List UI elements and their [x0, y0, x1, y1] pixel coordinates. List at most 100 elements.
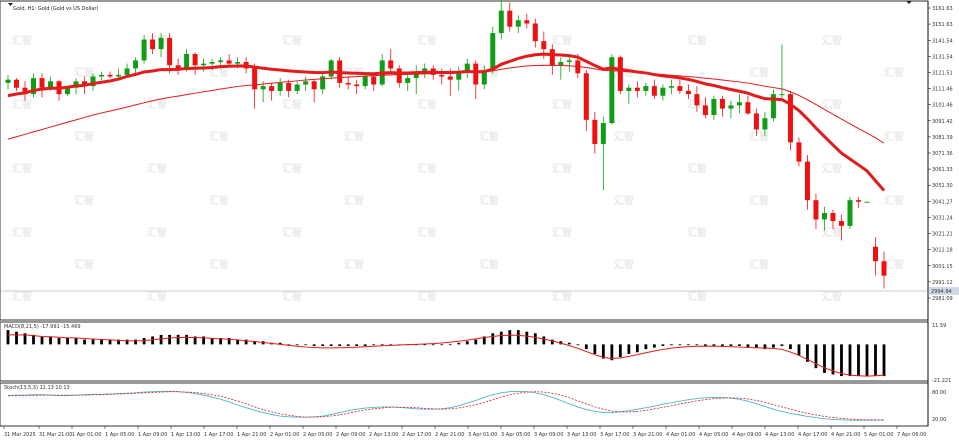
macd-histogram-bar: [780, 344, 784, 346]
candle-body: [830, 213, 836, 222]
watermark-text: 汇智: [344, 130, 364, 143]
macd-histogram-bar: [440, 344, 444, 346]
price-tick-label: 3041.27: [932, 199, 953, 205]
macd-histogram-bar: [40, 336, 44, 345]
candle-body: [507, 10, 513, 27]
macd-histogram-bar: [253, 341, 257, 345]
candle-body: [252, 68, 258, 90]
macd-histogram-bar: [789, 344, 792, 350]
macd-histogram-bar: [721, 344, 724, 346]
candle-body: [490, 33, 496, 71]
watermark-text: 汇智: [417, 34, 437, 47]
scroll-marker-icon[interactable]: [906, 1, 912, 4]
macd-histogram-bar: [491, 333, 495, 345]
macd-histogram-bar: [329, 344, 333, 346]
watermark-text: 汇智: [479, 194, 499, 207]
candle-body: [107, 74, 113, 77]
price-axis: 3161.63 3151.63 3141.54 3131.54 3121.51 3111.…: [932, 6, 953, 302]
candle-body: [320, 76, 326, 90]
watermark-text: 汇智: [74, 66, 94, 79]
macd-histogram-bar: [661, 344, 665, 346]
price-tick-label: 3081.39: [932, 135, 953, 141]
candle-body: [855, 200, 861, 202]
time-tick-label: 3 Apr 13:00: [567, 432, 596, 438]
macd-histogram-bar: [210, 338, 214, 345]
macd-histogram-bar: [83, 339, 86, 345]
time-tick-label: 4 Apr 01:00: [666, 432, 695, 438]
candle-body: [719, 98, 725, 109]
candle-body: [388, 60, 394, 69]
time-tick-label: 5 Apr 01:00: [864, 432, 893, 438]
macd-histogram-bar: [423, 344, 427, 346]
watermark-text: 汇智: [749, 194, 769, 207]
watermark-text: 汇智: [822, 162, 842, 175]
candle-body: [481, 70, 487, 85]
macd-histogram-bar: [363, 344, 367, 346]
candle-body: [303, 81, 309, 85]
candle-body: [804, 161, 810, 201]
macd-histogram-bar: [831, 344, 835, 375]
price-tick-label: 3001.15: [932, 264, 953, 270]
candle-body: [787, 94, 793, 143]
watermark-text: 汇智: [749, 130, 769, 143]
macd-histogram-bar: [516, 330, 520, 345]
macd-histogram-bar: [134, 339, 137, 345]
chart-title: Gold, H1: Gold (Gold vs US Dollar): [13, 6, 98, 12]
macd-histogram-bar: [610, 344, 614, 361]
watermark-text: 汇智: [12, 226, 32, 239]
candle-body: [235, 62, 241, 64]
macd-histogram-bar: [755, 344, 758, 348]
watermark-text: 汇智: [822, 98, 842, 111]
macd-histogram-bar: [15, 331, 18, 345]
watermark-text: 汇智: [417, 162, 437, 175]
macd-histogram-bar: [159, 334, 163, 345]
time-tick-label: 2 Apr 17:00: [402, 432, 431, 438]
candle-body: [532, 23, 538, 42]
macd-histogram-bar: [525, 331, 529, 345]
macd-histogram-bar: [465, 341, 469, 345]
watermark-text: 汇智: [282, 226, 302, 239]
candle-body: [133, 60, 139, 69]
watermark-text: 汇智: [884, 130, 904, 143]
time-tick-label: 3 Apr 01:00: [468, 432, 497, 438]
watermark-text: 汇智: [614, 130, 634, 143]
macd-histogram-bar: [797, 344, 801, 356]
macd-histogram-bar: [848, 344, 852, 377]
watermark-text: 汇智: [282, 98, 302, 111]
time-tick-label: 1 Apr 13:00: [171, 432, 200, 438]
macd-histogram-bar: [142, 338, 146, 345]
watermark-text: 汇智: [147, 226, 167, 239]
macd-histogram-bar: [857, 344, 860, 377]
time-tick-label: 4 Apr 17:00: [798, 432, 827, 438]
macd-histogram-bar: [601, 344, 605, 359]
macd-histogram-bar: [772, 344, 775, 348]
candle-body: [456, 71, 462, 80]
macd-histogram-bar: [763, 344, 767, 350]
time-tick-label: 2 Apr 21:00: [435, 432, 464, 438]
candle-body: [99, 74, 105, 77]
macd-histogram-bar: [176, 334, 180, 345]
candle-body: [745, 102, 751, 114]
watermark-text: 汇智: [417, 226, 437, 239]
candle-body: [498, 10, 504, 34]
macd-histogram-bar: [576, 344, 580, 346]
macd-histogram-bar: [185, 334, 189, 345]
candle-body: [90, 76, 96, 87]
macd-histogram-bar: [304, 344, 308, 346]
macd-histogram-bar: [508, 330, 512, 345]
current-price-label: 2994.94: [931, 289, 952, 295]
macd-histogram-bar: [746, 344, 750, 348]
candle-body: [736, 102, 742, 106]
watermark-text: 汇智: [282, 34, 302, 47]
chart-menu-arrow-icon[interactable]: [8, 3, 13, 6]
macd-histogram-bar: [32, 334, 35, 345]
candle-body: [515, 20, 521, 27]
time-tick-label: 3 Apr 17:00: [600, 432, 629, 438]
watermark-text: 汇智: [344, 258, 364, 271]
candle-body: [796, 142, 802, 162]
candle-body: [396, 68, 402, 83]
candle-body: [294, 84, 300, 91]
macd-histogram-bar: [66, 338, 69, 345]
watermark-text: 汇智: [209, 194, 229, 207]
